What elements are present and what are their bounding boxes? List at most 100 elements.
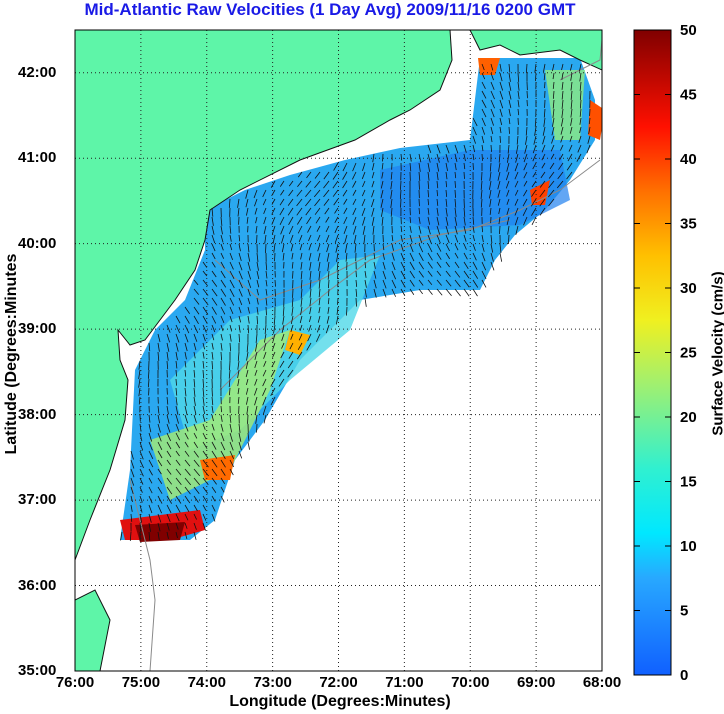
velocity-arrow xyxy=(382,279,387,289)
velocity-arrow xyxy=(508,117,511,125)
velocity-arrow xyxy=(271,207,276,215)
velocity-arrow xyxy=(264,234,267,244)
velocity-arrow xyxy=(228,369,231,379)
velocity-arrow xyxy=(175,531,178,539)
velocity-arrow xyxy=(211,405,214,414)
velocity-arrow xyxy=(305,180,312,188)
velocity-arrow xyxy=(454,180,456,188)
velocity-arrow xyxy=(245,369,249,378)
velocity-arrow xyxy=(481,243,485,252)
velocity-arrow xyxy=(472,288,478,297)
velocity-arrow xyxy=(505,171,510,181)
velocity-arrow xyxy=(202,396,205,406)
velocity-arrow xyxy=(427,243,433,253)
colorbar-tick-label: 45 xyxy=(680,87,697,104)
velocity-arrow xyxy=(229,234,232,242)
velocity-arrow xyxy=(472,153,475,161)
x-tick-label: 73:00 xyxy=(253,674,292,691)
velocity-arrow xyxy=(332,189,339,197)
velocity-arrow xyxy=(315,216,321,224)
plot-frame xyxy=(74,29,603,672)
velocity-arrow xyxy=(211,486,217,493)
velocity-arrow xyxy=(220,216,223,226)
velocity-arrow xyxy=(323,171,330,180)
velocity-arrow xyxy=(523,189,528,197)
velocity-arrow xyxy=(193,441,199,449)
velocity-arrow xyxy=(130,477,135,486)
velocity-arrow xyxy=(391,234,394,242)
velocity-arrow xyxy=(309,270,312,280)
velocity-arrow xyxy=(514,207,519,216)
velocity-arrow xyxy=(514,198,519,206)
velocity-arrow xyxy=(308,252,312,261)
y-tick-label: 41:00 xyxy=(18,149,57,167)
velocity-arrow xyxy=(229,288,235,297)
velocity-arrow xyxy=(229,468,234,476)
velocity-arrow xyxy=(436,189,439,197)
velocity-arrow xyxy=(229,342,232,352)
velocity-arrow xyxy=(229,297,235,306)
velocity-arrow xyxy=(355,288,358,297)
velocity-arrow xyxy=(166,459,171,466)
velocity-arrow xyxy=(272,351,276,358)
velocity-arrow xyxy=(238,279,243,289)
velocity-arrow xyxy=(184,378,187,387)
velocity-arrow xyxy=(552,63,555,72)
velocity-arrow xyxy=(382,288,387,298)
velocity-arrow xyxy=(557,171,564,180)
velocity-arrow xyxy=(193,486,200,495)
velocity-arrow xyxy=(220,234,224,243)
velocity-arrow xyxy=(184,504,190,513)
velocity-arrow xyxy=(130,459,135,469)
velocity-arrow xyxy=(409,216,412,224)
velocity-arrow xyxy=(211,495,216,502)
velocity-arrow xyxy=(363,234,366,244)
velocity-arrow xyxy=(454,162,457,171)
velocity-arrow xyxy=(497,198,501,206)
velocity-arrow xyxy=(332,171,339,180)
velocity-arrow xyxy=(202,351,205,359)
velocity-arrow xyxy=(346,306,348,316)
velocity-arrow xyxy=(354,243,357,253)
velocity-arrow xyxy=(263,342,267,351)
velocity-arrow xyxy=(336,261,339,271)
velocity-arrow xyxy=(184,423,189,432)
velocity-arrow xyxy=(281,243,285,253)
velocity-arrow xyxy=(220,450,226,460)
velocity-arrow xyxy=(418,288,423,295)
velocity-arrow xyxy=(247,261,251,271)
velocity-arrow xyxy=(418,252,424,262)
velocity-arrow xyxy=(525,126,528,136)
velocity-arrow xyxy=(238,333,241,343)
velocity-arrow xyxy=(539,189,546,198)
velocity-arrow xyxy=(296,207,303,216)
colorbar-tick-label: 50 xyxy=(680,22,697,39)
velocity-arrow xyxy=(541,153,546,161)
velocity-arrow xyxy=(390,207,393,217)
velocity-arrow xyxy=(499,225,501,235)
velocity-arrow xyxy=(247,243,250,253)
velocity-arrow xyxy=(211,360,214,370)
velocity-arrow xyxy=(549,162,555,170)
velocity-arrow xyxy=(265,279,268,287)
velocity-arrow xyxy=(343,225,348,234)
velocity-arrow xyxy=(481,108,487,118)
velocity-arrow xyxy=(157,450,163,459)
velocity-arrow xyxy=(288,225,294,235)
velocity-arrow xyxy=(490,90,495,100)
velocity-arrow xyxy=(211,414,214,422)
velocity-arrow xyxy=(508,99,512,108)
velocity-arrow xyxy=(211,306,217,315)
velocity-arrow xyxy=(263,216,267,225)
velocity-arrow xyxy=(427,234,432,244)
velocity-arrow xyxy=(211,351,214,360)
velocity-arrow xyxy=(559,153,564,161)
velocity-arrow xyxy=(278,369,285,378)
x-tick-label: 69:00 xyxy=(516,674,556,691)
velocity-arrow xyxy=(256,252,259,262)
velocity-arrow xyxy=(247,288,251,297)
velocity-arrow xyxy=(309,261,312,271)
velocity-arrow xyxy=(497,180,501,190)
velocity-arrow xyxy=(481,90,487,99)
velocity-arrow xyxy=(353,225,357,235)
